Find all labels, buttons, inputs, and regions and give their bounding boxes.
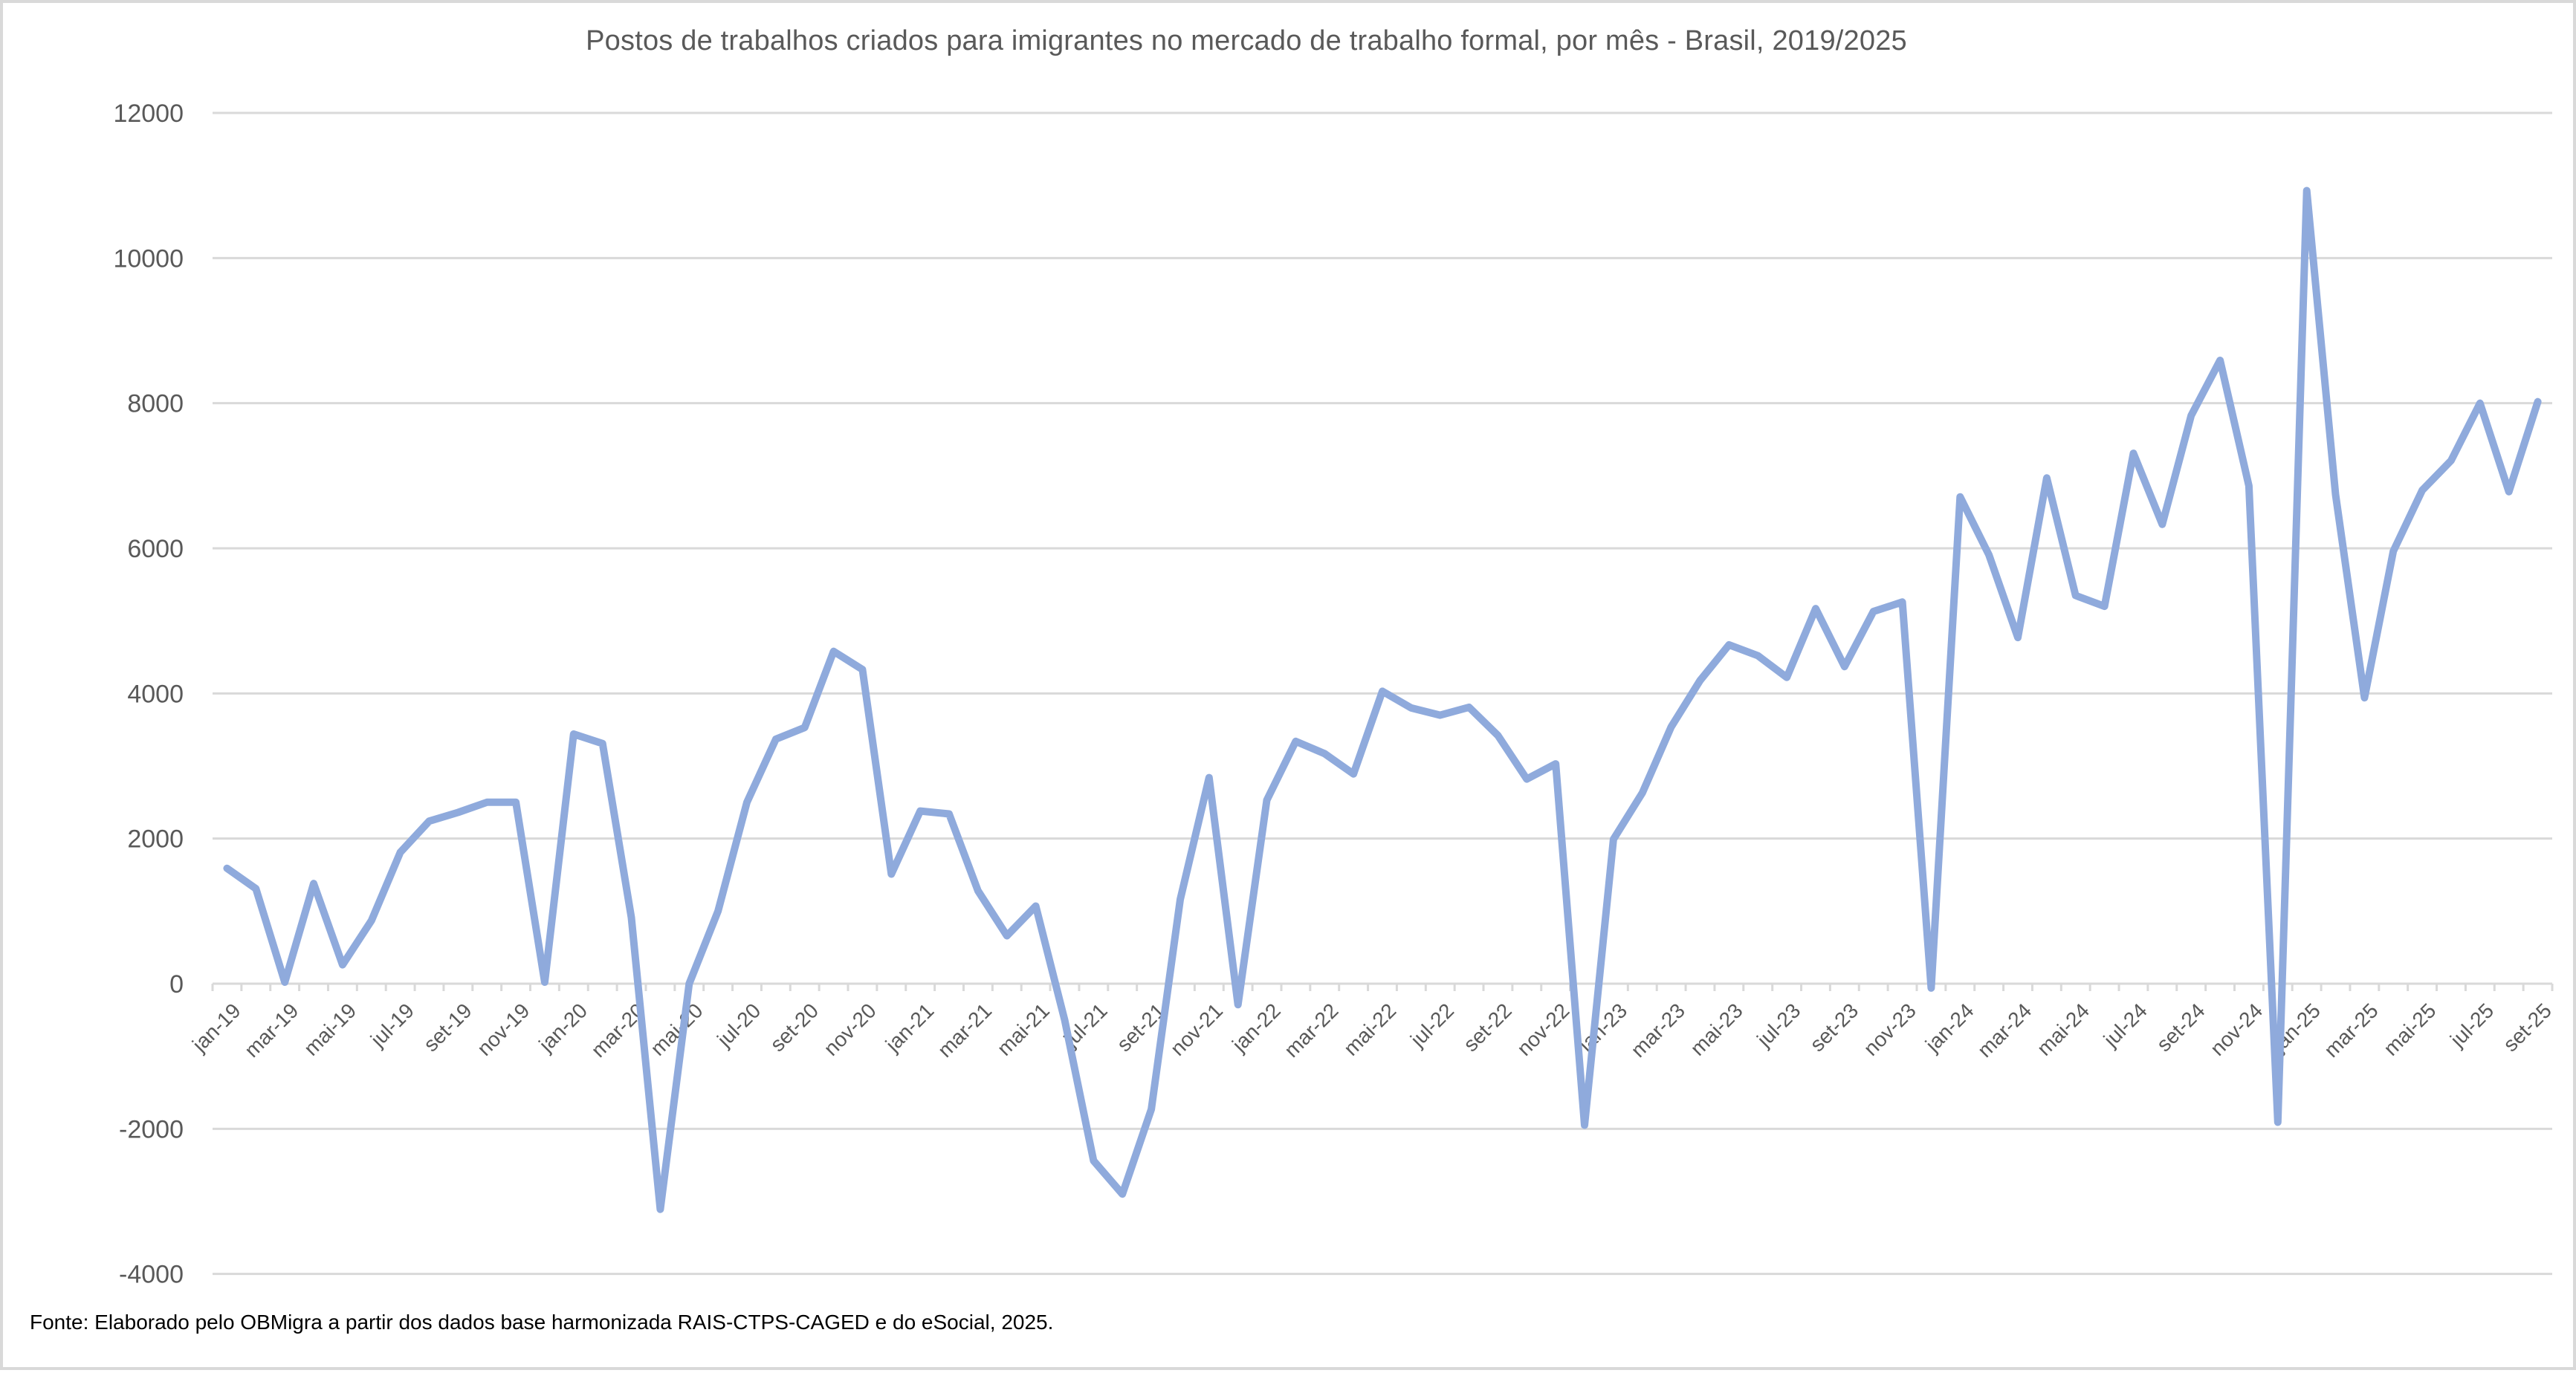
y-tick-label: 4000 — [127, 680, 184, 708]
x-tick-label: nov-21 — [1166, 999, 1227, 1059]
x-tick-label: set-25 — [2499, 999, 2556, 1056]
x-tick-label: set-23 — [1805, 999, 1863, 1056]
x-tick-label: nov-22 — [1512, 999, 1573, 1059]
x-tick-label: mai-20 — [646, 999, 707, 1059]
y-tick-label: 0 — [169, 970, 184, 999]
x-tick-label: jan-21 — [881, 999, 939, 1056]
x-tick-label: set-24 — [2152, 999, 2210, 1056]
x-tick-label: mar-25 — [2320, 999, 2383, 1062]
x-tick-label: mar-22 — [1280, 999, 1343, 1062]
x-tick-label: jul-23 — [1752, 999, 1805, 1051]
x-tick-label: set-19 — [419, 999, 476, 1056]
gridlines — [213, 111, 2552, 1276]
x-tick-label: mai-19 — [300, 999, 360, 1059]
y-tick-label: -4000 — [119, 1261, 184, 1289]
line-chart-plot: 12000 10000 8000 6000 4000 2000 0 -2000 -4000 ja… — [113, 100, 2556, 1289]
x-tick-label: mar-24 — [1973, 999, 2036, 1062]
y-tick-label: 2000 — [127, 825, 184, 854]
x-tick-label: nov-19 — [473, 999, 534, 1059]
x-tick-label: set-22 — [1459, 999, 1516, 1056]
y-tick-label: -2000 — [119, 1115, 184, 1143]
x-tick-label: mai-25 — [2379, 999, 2440, 1059]
x-tick-label: nov-20 — [819, 999, 880, 1059]
y-tick-label: 10000 — [113, 244, 184, 273]
x-tick-label: jan-23 — [1574, 999, 1632, 1056]
y-tick-label: 12000 — [113, 100, 184, 128]
y-axis-labels: 12000 10000 8000 6000 4000 2000 0 -2000 -4000 — [113, 100, 184, 1289]
y-tick-label: 8000 — [127, 390, 184, 418]
x-tick-label: jul-22 — [1405, 999, 1458, 1051]
x-tick-label: jan-24 — [1920, 999, 1978, 1056]
x-tick-label: jan-19 — [187, 999, 245, 1056]
chart-title: Postos de trabalhos criados para imigran… — [586, 25, 1907, 56]
x-tick-label: jul-24 — [2099, 999, 2152, 1051]
x-tick-label: jul-19 — [366, 999, 418, 1051]
y-tick-label: 6000 — [127, 535, 184, 563]
x-tick-label: mar-19 — [240, 999, 303, 1062]
x-tick-label: set-20 — [766, 999, 823, 1056]
x-tick-label: mai-21 — [993, 999, 1054, 1059]
series-line — [223, 186, 2542, 1213]
x-tick-label: jul-20 — [712, 999, 765, 1051]
data-series — [223, 186, 2542, 1213]
x-tick-label: mai-22 — [1339, 999, 1400, 1059]
x-tick-label: jul-25 — [2445, 999, 2498, 1051]
x-tick-label: jan-20 — [534, 999, 592, 1056]
x-tick-label: mai-24 — [2033, 999, 2094, 1059]
x-tick-label: nov-23 — [1859, 999, 1920, 1059]
source-note: Fonte: Elaborado pelo OBMigra a partir d… — [30, 1311, 1054, 1334]
x-tick-label: mai-23 — [1686, 999, 1747, 1059]
x-tick-label: nov-24 — [2206, 999, 2267, 1059]
x-tick-label: mar-21 — [933, 999, 997, 1062]
x-tick-label: mar-23 — [1626, 999, 1689, 1062]
